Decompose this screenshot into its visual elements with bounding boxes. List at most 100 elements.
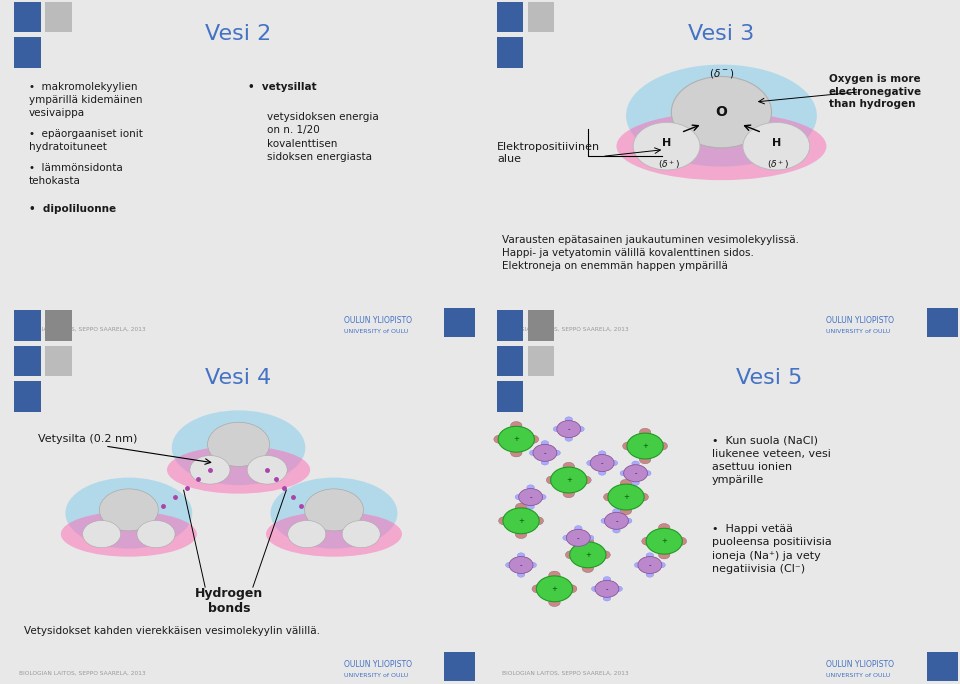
Circle shape xyxy=(516,530,527,538)
Circle shape xyxy=(304,489,364,531)
Circle shape xyxy=(624,464,647,482)
Bar xyxy=(497,382,523,412)
Circle shape xyxy=(549,571,561,579)
Text: BIOLOGIAN LAITOS, SEPPO SAARELA, 2013: BIOLOGIAN LAITOS, SEPPO SAARELA, 2013 xyxy=(502,326,629,332)
Text: -: - xyxy=(606,586,609,592)
Circle shape xyxy=(608,484,644,510)
Text: +: + xyxy=(514,436,519,443)
Bar xyxy=(926,308,958,337)
Bar xyxy=(14,1,40,32)
Circle shape xyxy=(577,426,585,432)
Circle shape xyxy=(527,485,535,490)
Circle shape xyxy=(646,528,683,554)
Circle shape xyxy=(610,460,617,466)
Text: -: - xyxy=(567,426,570,432)
Circle shape xyxy=(137,521,175,548)
Text: BIOLOGIAN LAITOS, SEPPO SAARELA, 2013: BIOLOGIAN LAITOS, SEPPO SAARELA, 2013 xyxy=(19,670,146,676)
Text: UNIVERSITY of OULU: UNIVERSITY of OULU xyxy=(827,673,891,678)
Circle shape xyxy=(532,516,543,525)
Text: Vetysilta (0.2 nm): Vetysilta (0.2 nm) xyxy=(38,434,137,444)
Text: BIOLOGIAN LAITOS, SEPPO SAARELA, 2013: BIOLOGIAN LAITOS, SEPPO SAARELA, 2013 xyxy=(502,670,629,676)
Ellipse shape xyxy=(60,512,197,557)
Bar xyxy=(528,310,555,341)
Circle shape xyxy=(639,428,651,436)
Text: •  vetysillat: • vetysillat xyxy=(248,81,317,92)
Circle shape xyxy=(342,521,380,548)
Circle shape xyxy=(564,436,572,441)
Circle shape xyxy=(623,442,635,450)
Circle shape xyxy=(582,537,593,545)
Text: -: - xyxy=(649,562,651,568)
Circle shape xyxy=(563,535,570,540)
Bar xyxy=(926,652,958,681)
Circle shape xyxy=(620,471,628,476)
Circle shape xyxy=(493,435,505,443)
Circle shape xyxy=(506,562,514,568)
Circle shape xyxy=(503,508,540,534)
Circle shape xyxy=(614,586,622,592)
Circle shape xyxy=(574,544,582,550)
Bar xyxy=(497,38,523,68)
Bar xyxy=(14,382,40,412)
Circle shape xyxy=(639,456,651,464)
Text: Hydrogen
bonds: Hydrogen bonds xyxy=(195,587,263,615)
Ellipse shape xyxy=(271,477,397,549)
Text: +: + xyxy=(518,518,524,524)
Circle shape xyxy=(557,421,581,438)
Circle shape xyxy=(516,495,522,500)
Text: Varausten epätasainen jaukautuminen vesimolekyylissä.
Happi- ja vetyatomin välil: Varausten epätasainen jaukautuminen vesi… xyxy=(502,235,799,271)
Text: -: - xyxy=(577,535,580,541)
Text: -: - xyxy=(601,460,604,466)
Text: •  makromolekyylien
ympärillä kidemäinen
vesivaippa: • makromolekyylien ympärillä kidemäinen … xyxy=(29,81,142,118)
Text: +: + xyxy=(642,443,648,449)
Bar xyxy=(444,652,475,681)
Text: UNIVERSITY of OULU: UNIVERSITY of OULU xyxy=(344,673,408,678)
Circle shape xyxy=(598,470,606,475)
Text: -: - xyxy=(529,494,532,500)
Circle shape xyxy=(516,503,527,512)
Circle shape xyxy=(656,442,667,450)
Circle shape xyxy=(532,585,543,593)
Text: O: O xyxy=(715,105,728,119)
Circle shape xyxy=(634,122,700,170)
Circle shape xyxy=(569,542,606,568)
Circle shape xyxy=(553,426,561,432)
Circle shape xyxy=(587,460,594,466)
Circle shape xyxy=(635,562,642,568)
Circle shape xyxy=(603,577,611,582)
Circle shape xyxy=(574,525,582,531)
Circle shape xyxy=(553,450,561,456)
Circle shape xyxy=(658,562,665,568)
Text: •  lämmönsidonta
tehokasta: • lämmönsidonta tehokasta xyxy=(29,163,122,186)
Circle shape xyxy=(595,580,619,597)
Circle shape xyxy=(632,461,639,466)
Text: OULUN YLIOPISTO: OULUN YLIOPISTO xyxy=(344,659,412,669)
Circle shape xyxy=(587,535,594,540)
Circle shape xyxy=(642,537,653,545)
Circle shape xyxy=(659,551,670,559)
Circle shape xyxy=(612,509,620,514)
Circle shape xyxy=(518,488,542,505)
Bar xyxy=(444,308,475,337)
Circle shape xyxy=(591,586,599,592)
Circle shape xyxy=(638,557,661,573)
Circle shape xyxy=(604,493,615,501)
Circle shape xyxy=(675,537,686,545)
Circle shape xyxy=(603,596,611,601)
Bar xyxy=(14,310,40,341)
Text: vetysidoksen energia
on n. 1/20
kovalenttisen
sidoksen energiasta: vetysidoksen energia on n. 1/20 kovalent… xyxy=(267,112,379,162)
Text: •  epäorgaaniset ionit
hydratoituneet: • epäorgaaniset ionit hydratoituneet xyxy=(29,129,142,153)
Circle shape xyxy=(671,77,772,148)
Bar xyxy=(45,345,72,376)
Circle shape xyxy=(582,564,593,573)
Circle shape xyxy=(580,476,591,484)
Bar xyxy=(497,1,523,32)
Bar xyxy=(14,345,40,376)
Ellipse shape xyxy=(167,446,310,494)
Bar xyxy=(528,1,555,32)
Circle shape xyxy=(605,512,629,529)
Text: -: - xyxy=(635,470,636,476)
Text: UNIVERSITY of OULU: UNIVERSITY of OULU xyxy=(827,329,891,334)
Ellipse shape xyxy=(616,112,827,180)
Circle shape xyxy=(517,553,525,558)
